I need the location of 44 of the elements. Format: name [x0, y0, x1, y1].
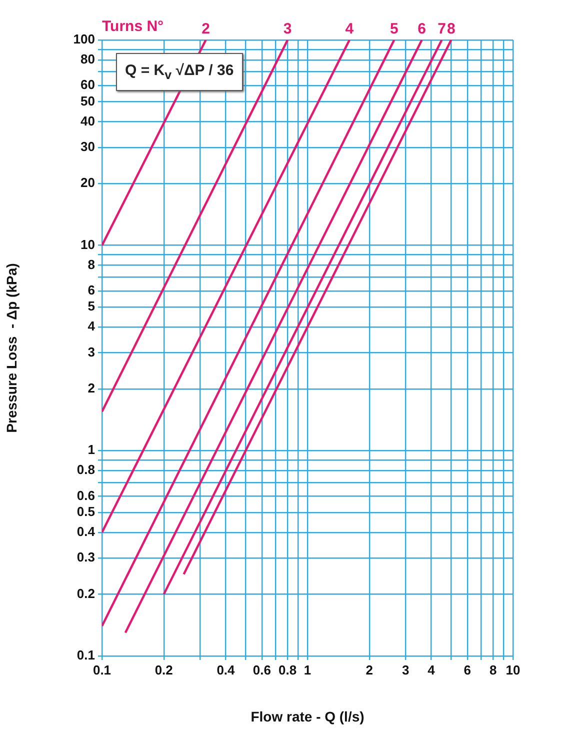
- y-tick-label: 80: [80, 51, 95, 66]
- y-tick-label: 8: [88, 256, 95, 272]
- series-label: 7: [438, 20, 446, 38]
- y-tick-label: 4: [88, 318, 96, 334]
- y-tick-label: 60: [80, 77, 95, 92]
- series-label: 6: [418, 20, 426, 38]
- x-tick-label: 0.4: [216, 662, 236, 678]
- annotation: Q = K$_{v}$ √ΔP / 36: [116, 53, 243, 91]
- y-tick-label: 2: [88, 380, 95, 396]
- series-label: 3: [283, 20, 292, 38]
- y-tick-label: 0.2: [76, 586, 95, 601]
- y-tick-label: 0.5: [76, 504, 95, 520]
- x-axis-title: Flow rate - Q (l/s): [250, 708, 364, 724]
- y-tick-label: 50: [80, 93, 95, 108]
- y-tick-label: 0.6: [76, 488, 95, 503]
- x-tick-label: 4: [428, 662, 436, 678]
- y-tick-label: 30: [80, 138, 95, 154]
- x-tick-label: 0.8: [278, 662, 297, 678]
- y-tick-label: 100: [73, 32, 95, 47]
- x-tick-label: 10: [506, 662, 520, 678]
- y-tick-label: 40: [80, 113, 95, 128]
- x-tick-label: 0.6: [252, 662, 271, 678]
- y-tick-label: 5: [88, 298, 95, 314]
- y-tick-label: 3: [88, 344, 95, 360]
- series-label: 5: [390, 20, 398, 38]
- x-tick-label: 6: [464, 662, 472, 678]
- x-tick-label: 1: [304, 662, 312, 678]
- series-label: 8: [446, 20, 456, 38]
- y-tick-label: 1: [88, 442, 95, 458]
- series-label: 4: [345, 20, 354, 38]
- x-tick-label: 8: [489, 662, 497, 678]
- y-tick-label: 0.1: [76, 648, 95, 663]
- x-tick-label: 0.2: [154, 662, 173, 678]
- y-tick-label: 0.8: [76, 462, 95, 478]
- y-axis-title: Pressure Loss - Δp (kPa): [3, 263, 20, 433]
- series-label: 2: [202, 20, 210, 38]
- y-tick-label: 6: [88, 282, 95, 298]
- text: Turns N°: [102, 18, 164, 35]
- y-tick-label: 0.4: [76, 524, 96, 539]
- y-tick-label: 0.3: [76, 550, 95, 565]
- x-tick-label: 2: [366, 662, 373, 678]
- y-tick-label: 20: [80, 175, 95, 190]
- x-tick-label: 3: [402, 662, 410, 678]
- y-tick-label: 10: [80, 236, 95, 252]
